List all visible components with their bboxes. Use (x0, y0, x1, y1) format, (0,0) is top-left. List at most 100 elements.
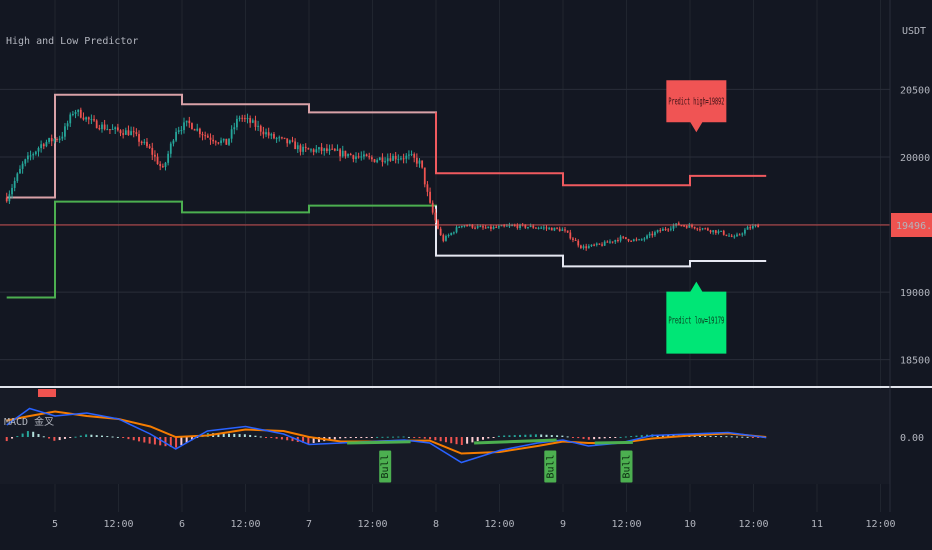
candle-body (558, 228, 561, 231)
candle-body (339, 149, 342, 157)
predict-high-callout[interactable] (666, 80, 727, 133)
candle-body (188, 120, 191, 124)
candle-body (471, 224, 474, 228)
candle-body (198, 128, 201, 135)
histogram-bar (492, 437, 495, 438)
candle-body (587, 246, 590, 249)
histogram-bar (582, 437, 585, 439)
candle-body (569, 232, 572, 239)
candle-body (58, 138, 61, 140)
time-tick-label: 12:00 (357, 519, 387, 530)
price-axis[interactable]: 20500.0020000.0019500.0019000.0018500.00… (891, 85, 932, 444)
candle-body (585, 246, 588, 249)
candle-body (516, 225, 519, 228)
histogram-bar (349, 437, 352, 438)
candle-body (95, 120, 98, 129)
candle-body (709, 230, 712, 233)
candle-body (513, 225, 516, 227)
candle-body (299, 145, 302, 152)
candle-body (619, 236, 622, 241)
histogram-bar (249, 434, 252, 437)
bull-marker[interactable] (620, 450, 633, 483)
candle-body (577, 240, 580, 246)
last-price-badge[interactable] (891, 213, 932, 237)
candle-body (553, 227, 556, 231)
histogram-bar (640, 435, 643, 437)
candle-body (540, 227, 543, 229)
histogram-bar (466, 437, 469, 444)
histogram-bar (614, 437, 617, 438)
candle-body (296, 145, 299, 150)
histogram-bar (693, 435, 696, 437)
candle-body (265, 132, 267, 135)
candle-body (492, 227, 495, 229)
histogram-bar (42, 436, 45, 438)
candle-body (714, 230, 717, 233)
candle-body (423, 167, 426, 185)
candle-body (130, 131, 132, 136)
candle-body (93, 119, 95, 121)
candle-body (246, 118, 249, 120)
candle-body (445, 236, 447, 241)
candle-body (209, 137, 212, 140)
candle-body (352, 155, 355, 159)
candle-body (617, 240, 619, 242)
candle-body (696, 228, 699, 230)
candle-body (484, 227, 487, 229)
candle-body (561, 229, 564, 231)
histogram-bar (90, 434, 93, 437)
predict-low-callout[interactable] (666, 281, 727, 354)
histogram-bar (48, 437, 51, 439)
candle-body (85, 117, 88, 120)
histogram-bar (185, 437, 188, 443)
histogram-bar (545, 434, 548, 437)
histogram-bar (100, 435, 103, 437)
histogram-bar (386, 436, 389, 438)
candle-body (672, 225, 675, 229)
candle-body (183, 122, 185, 131)
candle-body (8, 194, 11, 202)
candle-body (11, 187, 13, 195)
candle-body (341, 150, 344, 157)
candle-body (754, 225, 757, 227)
candle-body (746, 227, 749, 230)
candle-body (225, 138, 228, 145)
histogram-bar (550, 435, 553, 437)
candle-body (611, 241, 614, 243)
candle-body (146, 141, 148, 147)
candle-body (529, 225, 532, 227)
candle-body (103, 124, 106, 130)
bull-segment (594, 440, 633, 445)
histogram-bar (63, 437, 66, 439)
time-axis[interactable]: 5 12:00 6 12:00 7 12:00 8 12:00 9 12:00 10 12:00 11 1… (52, 519, 896, 530)
histogram-bar (291, 437, 294, 442)
histogram-bar (577, 437, 580, 439)
histogram-bar (190, 437, 193, 441)
histogram-bar (423, 437, 426, 439)
histogram-bar (455, 437, 458, 445)
histogram-bar (376, 436, 379, 438)
histogram-bar (667, 434, 670, 437)
bull-marker[interactable] (379, 450, 392, 483)
candle-body (363, 154, 365, 157)
histogram-bar (254, 435, 257, 437)
candle-body (148, 146, 151, 148)
candle-body (278, 137, 281, 139)
histogram-bar (630, 436, 633, 438)
candle-body (651, 233, 654, 236)
candle-body (680, 225, 683, 227)
candle-body (180, 130, 183, 132)
candle-body (564, 229, 566, 231)
bull-marker[interactable] (544, 450, 557, 483)
candle-body (706, 228, 709, 231)
candle-body (164, 162, 167, 167)
histogram-bar (608, 437, 611, 438)
histogram-bar (175, 437, 178, 448)
histogram-bar (434, 437, 437, 441)
candle-body (455, 227, 458, 233)
histogram-bar (624, 436, 627, 438)
candle-body (466, 225, 469, 227)
candle-body (542, 227, 545, 229)
bull-label: Bull (380, 454, 391, 478)
candle-body (474, 227, 476, 229)
